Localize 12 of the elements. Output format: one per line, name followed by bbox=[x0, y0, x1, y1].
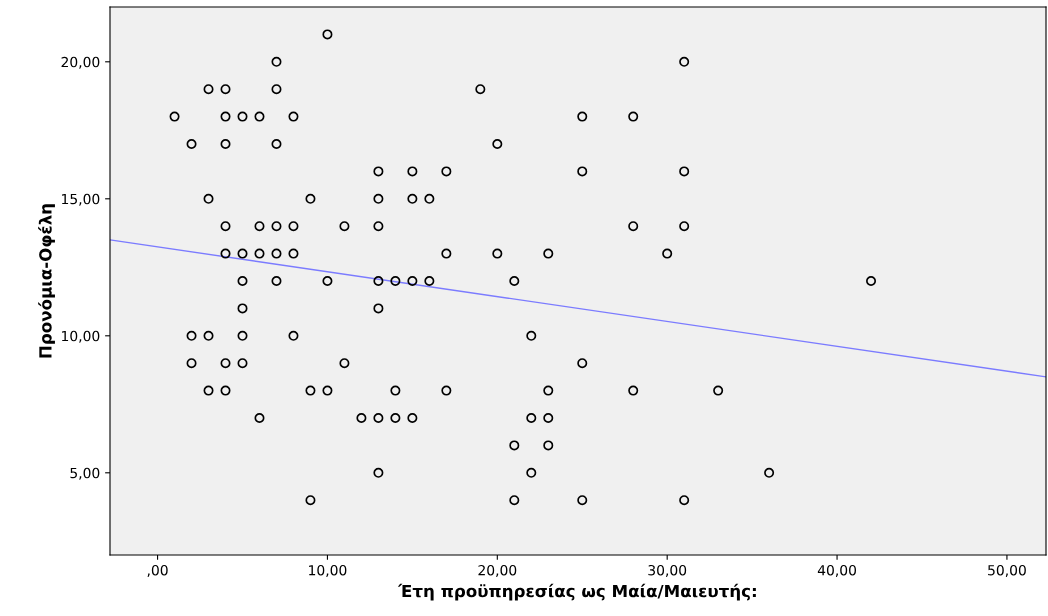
x-tick-label: 50,00 bbox=[988, 564, 1026, 577]
x-axis-title: Έτη προϋπηρεσίας ως Μαία/Μαιευτής: bbox=[397, 583, 756, 601]
x-tick-label: 20,00 bbox=[478, 564, 517, 577]
x-tick-label: ,00 bbox=[147, 564, 168, 577]
x-tick-label: 30,00 bbox=[648, 564, 687, 577]
y-tick-label: 15,00 bbox=[62, 193, 100, 206]
x-tick-label: 10,00 bbox=[309, 564, 347, 577]
y-tick-label: 10,00 bbox=[62, 330, 100, 343]
y-tick-label: 20,00 bbox=[61, 56, 100, 69]
x-tick-label: 40,00 bbox=[817, 564, 857, 577]
y-tick-label: 5,00 bbox=[70, 467, 100, 480]
y-axis-title: Προνόμια-Οφέλη bbox=[38, 204, 55, 358]
